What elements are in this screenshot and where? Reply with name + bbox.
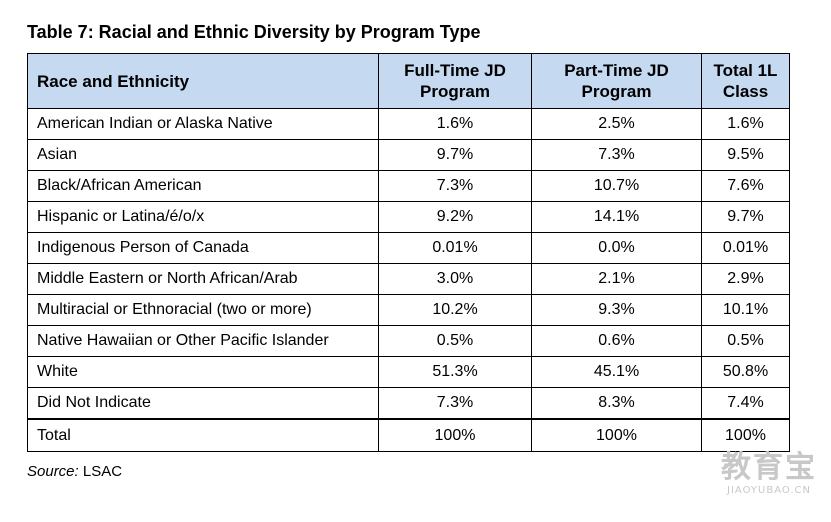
total-value: 0.5% [701, 325, 790, 357]
column-header-part-time: Part-Time JD Program [531, 53, 702, 109]
total-label: Total [27, 418, 379, 452]
full-time-value: 0.5% [378, 325, 532, 357]
table-row: Black/African American 7.3% 10.7% 7.6% [27, 170, 790, 202]
total-value: 7.6% [701, 170, 790, 202]
header-row: Race and Ethnicity Full-Time JD Program … [27, 53, 790, 109]
row-label: Middle Eastern or North African/Arab [27, 263, 379, 295]
part-time-value: 7.3% [531, 139, 702, 171]
part-time-value: 45.1% [531, 356, 702, 388]
table-row: White 51.3% 45.1% 50.8% [27, 356, 790, 388]
total-row: Total 100% 100% 100% [27, 418, 790, 452]
full-time-value: 7.3% [378, 170, 532, 202]
table-row: Multiracial or Ethnoracial (two or more)… [27, 294, 790, 326]
total-value: 0.01% [701, 232, 790, 264]
table-row: Hispanic or Latina/é/o/x 9.2% 14.1% 9.7% [27, 201, 790, 233]
part-time-value: 2.5% [531, 108, 702, 140]
overall-total: 100% [701, 418, 790, 452]
diversity-table: Race and Ethnicity Full-Time JD Program … [27, 53, 790, 452]
column-header-total-1l: Total 1L Class [701, 53, 790, 109]
total-value: 10.1% [701, 294, 790, 326]
row-label: American Indian or Alaska Native [27, 108, 379, 140]
row-label: White [27, 356, 379, 388]
part-time-value: 9.3% [531, 294, 702, 326]
watermark-logo: 教育宝 JIAOYUBAO.CN [721, 453, 817, 496]
full-time-value: 1.6% [378, 108, 532, 140]
full-time-value: 9.7% [378, 139, 532, 171]
table-title: Table 7: Racial and Ethnic Diversity by … [27, 22, 481, 42]
part-time-value: 2.1% [531, 263, 702, 295]
row-label: Multiracial or Ethnoracial (two or more) [27, 294, 379, 326]
part-time-value: 0.0% [531, 232, 702, 264]
table-row: American Indian or Alaska Native 1.6% 2.… [27, 108, 790, 140]
row-label: Native Hawaiian or Other Pacific Islande… [27, 325, 379, 357]
total-value: 1.6% [701, 108, 790, 140]
total-value: 50.8% [701, 356, 790, 388]
full-time-value: 10.2% [378, 294, 532, 326]
watermark-text: 教育宝 [721, 450, 817, 485]
source-note: Source: LSAC [27, 463, 122, 480]
total-value: 7.4% [701, 387, 790, 420]
full-time-total: 100% [378, 418, 532, 452]
row-label: Hispanic or Latina/é/o/x [27, 201, 379, 233]
table-row: Middle Eastern or North African/Arab 3.0… [27, 263, 790, 295]
row-label: Did Not Indicate [27, 387, 379, 420]
table-row: Asian 9.7% 7.3% 9.5% [27, 139, 790, 171]
total-value: 2.9% [701, 263, 790, 295]
full-time-value: 9.2% [378, 201, 532, 233]
table-row: Indigenous Person of Canada 0.01% 0.0% 0… [27, 232, 790, 264]
full-time-value: 51.3% [378, 356, 532, 388]
row-label: Asian [27, 139, 379, 171]
table-row: Did Not Indicate 7.3% 8.3% 7.4% [27, 387, 790, 420]
row-label: Indigenous Person of Canada [27, 232, 379, 264]
table-row: Native Hawaiian or Other Pacific Islande… [27, 325, 790, 357]
part-time-value: 10.7% [531, 170, 702, 202]
part-time-total: 100% [531, 418, 702, 452]
row-label: Black/African American [27, 170, 379, 202]
full-time-value: 7.3% [378, 387, 532, 420]
part-time-value: 0.6% [531, 325, 702, 357]
column-header-race: Race and Ethnicity [27, 53, 379, 109]
full-time-value: 3.0% [378, 263, 532, 295]
watermark-domain: JIAOYUBAO.CN [727, 485, 811, 496]
part-time-value: 8.3% [531, 387, 702, 420]
source-label: Source: [27, 463, 79, 480]
full-time-value: 0.01% [378, 232, 532, 264]
total-value: 9.5% [701, 139, 790, 171]
total-value: 9.7% [701, 201, 790, 233]
part-time-value: 14.1% [531, 201, 702, 233]
column-header-full-time: Full-Time JD Program [378, 53, 532, 109]
source-value: LSAC [82, 463, 123, 480]
